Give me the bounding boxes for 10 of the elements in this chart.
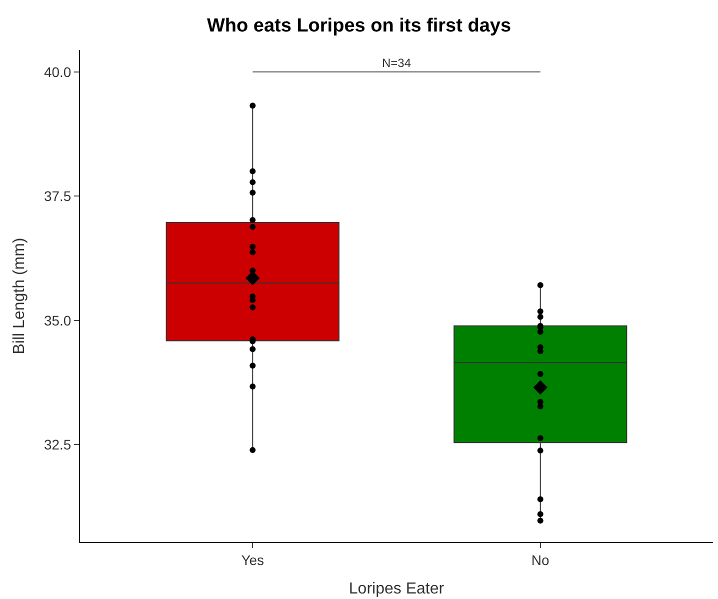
annotation: N=34	[382, 56, 412, 70]
x-tick-label: No	[531, 552, 550, 568]
y-tick-label: 37.5	[44, 188, 72, 204]
y-axis-title: Bill Length (mm)	[10, 238, 28, 354]
x-axis-title: Loripes Eater	[348, 580, 445, 598]
chart-title: Who eats Loripes on its first days	[206, 15, 512, 36]
y-tick-label: 35.0	[44, 312, 72, 328]
y-tick-label: 40.0	[44, 64, 72, 80]
y-tick-label: 32.5	[44, 436, 72, 452]
x-tick-label: Yes	[241, 552, 264, 568]
